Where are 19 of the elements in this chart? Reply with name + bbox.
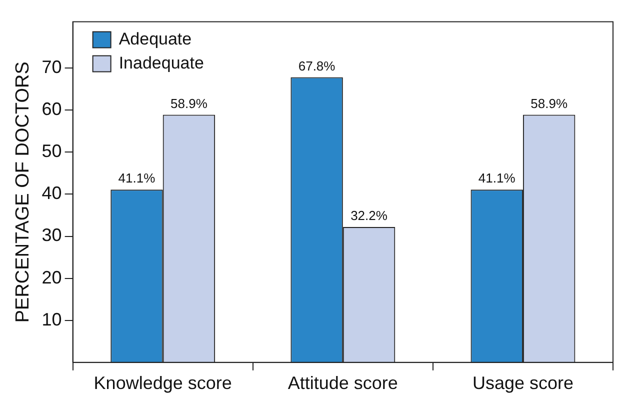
- legend-label: Inadequate: [118, 53, 204, 72]
- y-tick-label: 30: [42, 225, 62, 246]
- y-tick-label: 60: [42, 99, 62, 120]
- legend-label: Adequate: [118, 29, 192, 48]
- data-label: 41.1%: [478, 170, 516, 186]
- y-tick-label: 70: [42, 57, 62, 78]
- y-tick-label: 10: [42, 309, 62, 330]
- y-tick-label: 20: [42, 267, 62, 288]
- data-label: 58.9%: [530, 96, 568, 111]
- x-tick-label: Knowledge score: [94, 373, 232, 394]
- y-tick-label: 50: [42, 141, 62, 162]
- y-tick-label: 40: [42, 183, 62, 204]
- data-label: 32.2%: [350, 208, 388, 224]
- x-tick-label: Attitude score: [288, 373, 398, 394]
- y-axis-title: PERCENTAGE OF DOCTORS: [12, 62, 34, 323]
- x-tick-label: Usage score: [472, 373, 574, 394]
- data-label: 58.9%: [170, 96, 208, 111]
- data-label: 67.8%: [298, 58, 336, 74]
- data-label: 41.1%: [118, 170, 156, 186]
